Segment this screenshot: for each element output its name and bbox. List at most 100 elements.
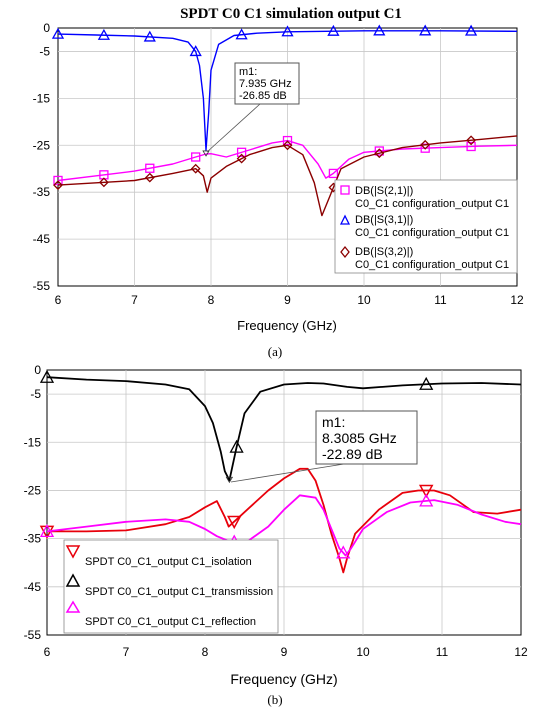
chart-b-xtick-10: 10 — [356, 645, 370, 659]
chart-b-ytick--35: -35 — [24, 532, 42, 546]
chart-a-series-2-marker-9 — [466, 135, 477, 146]
chart-b-ytick--15: -15 — [24, 435, 42, 449]
chart-a-ytick-0: 0 — [43, 21, 50, 35]
chart-a-legend-swatch-s31 — [339, 214, 351, 225]
chart-a-series-0-marker-4 — [236, 147, 247, 157]
chart-a-marker-m1: m1: 7.935 GHz -26.85 dB — [206, 62, 300, 153]
chart-b-xtick-9: 9 — [281, 645, 288, 659]
chart-b-series-2-marker-0 — [39, 524, 55, 538]
chart-a-legend-sub-s31: C0_C1 configuration_output C1 — [355, 227, 509, 239]
chart-a-marker-value: -26.85 dB — [239, 90, 287, 102]
chart-b-legend-box — [63, 539, 279, 634]
chart-a-series-1-marker-8 — [419, 24, 432, 36]
chart-b-marker-point — [225, 476, 234, 484]
chart-b-ytick--55: -55 — [24, 628, 42, 642]
chart-a-xtick-9: 9 — [284, 293, 291, 307]
chart-a-legend-sub-s32: C0_C1 configuration_output C1 — [355, 259, 509, 271]
chart-a-xtick-11: 11 — [434, 293, 447, 307]
chart-b-xtick-6: 6 — [44, 645, 51, 659]
chart-a-legend-label-s31: DB(|S(3,1)|) — [355, 214, 413, 226]
chart-a-legend-box — [334, 179, 518, 274]
chart-b-xtick-8: 8 — [202, 645, 209, 659]
chart-a-legend-label-s32: DB(|S(3,2)|) — [355, 246, 413, 258]
chart-a-series-1-marker-6 — [327, 24, 340, 36]
chart-a-series-2-marker-5 — [282, 140, 293, 151]
chart-a-series-0-marker-3 — [191, 152, 201, 162]
chart-a-ytick--55: -55 — [33, 279, 51, 293]
chart-b-ticks: 6 7 8 9 10 11 12 0 -5 -15 -25 -35 -45 -55 — [24, 363, 528, 659]
chart-a-series-1-marker-2 — [143, 30, 156, 42]
chart-b-marker-m1: m1: 8.3085 GHz -22.89 dB — [230, 410, 418, 483]
chart-a-caption: (a) — [268, 344, 282, 359]
chart-b-legend-swatch-isolation — [65, 545, 81, 559]
chart-a-series-1-marker-7 — [373, 24, 386, 36]
chart-a-legend-item-s31: DB(|S(3,1)|) C0_C1 configuration_output … — [339, 214, 509, 239]
chart-a-ytick--35: -35 — [33, 185, 51, 199]
chart-a-ytick--25: -25 — [33, 138, 51, 152]
chart-a-legend-sub-s21: C0_C1 configuration_output C1 — [355, 198, 509, 210]
chart-b-marker-name: m1: — [322, 414, 345, 430]
chart-a-xtick-8: 8 — [208, 293, 215, 307]
chart-a-legend-item-s32: DB(|S(3,2)|) C0_C1 configuration_output … — [340, 245, 509, 271]
chart-a-ytick--15: -15 — [33, 91, 51, 105]
chart-a-series-1-marker-9 — [464, 24, 478, 36]
chart-a-series-1-marker-5 — [281, 25, 294, 37]
chart-a-series-0-marker-7 — [374, 146, 384, 156]
chart-b-legend-label-reflection: SPDT C0_C1_output C1_reflection — [85, 616, 256, 628]
chart-a-marker-freq: 7.935 GHz — [239, 78, 292, 90]
chart-b-series-2-marker-2 — [336, 545, 351, 559]
chart-a-marker-point — [202, 150, 210, 157]
chart-a-series-0-marker-5 — [282, 135, 293, 146]
chart-b-series-1-marker-2 — [419, 376, 434, 390]
chart-a-xtick-6: 6 — [55, 293, 62, 307]
chart-a-series-0-marker-2 — [145, 163, 155, 173]
chart-a-series-0-marker-6 — [328, 168, 339, 179]
chart-b-series-0-marker-1 — [226, 515, 242, 530]
chart-b-marker-freq: 8.3085 GHz — [322, 430, 397, 446]
chart-b-xtick-11: 11 — [436, 645, 449, 659]
chart-b-marker-value: -22.89 dB — [322, 446, 383, 462]
chart-a-legend-swatch-s32 — [340, 245, 350, 259]
chart-a-marker-name: m1: — [239, 66, 257, 78]
chart-b-series-0-marker-2 — [418, 484, 434, 499]
chart-a-xtick-10: 10 — [357, 293, 371, 307]
chart-b-legend-label-isolation: SPDT C0_C1_output C1_isolation — [85, 556, 252, 568]
chart-b-ytick--25: -25 — [24, 483, 42, 497]
chart-a-marker-box — [234, 62, 300, 105]
chart-a-xtick-12: 12 — [510, 293, 524, 307]
chart-b-legend: SPDT C0_C1_output C1_isolation SPDT C0_C… — [63, 539, 279, 634]
chart-a-series-0-marker-9 — [466, 141, 476, 152]
chart-a-legend: DB(|S(2,1)|) C0_C1 configuration_output … — [334, 179, 518, 274]
chart-b-legend-item-transmission: SPDT C0_C1_output C1_transmission — [65, 573, 273, 598]
chart-b-series-line-0 — [47, 467, 522, 574]
chart-b-marker-box — [315, 410, 418, 465]
chart-a-series-1-marker-1 — [97, 28, 111, 40]
chart-a-series-2-marker-8 — [420, 139, 431, 150]
chart-a-legend-item-s21: DB(|S(2,1)|) C0_C1 configuration_output … — [340, 185, 509, 210]
chart-a-series-2-marker-1 — [98, 177, 109, 188]
chart-b-legend-swatch-transmission — [65, 573, 81, 587]
chart-a-title: SPDT C0 C1 simulation output C1 — [180, 6, 402, 22]
chart-a-xtick-7: 7 — [131, 293, 138, 307]
chart-a-series-2-marker-0 — [53, 180, 63, 191]
chart-b-ytick--45: -45 — [24, 580, 42, 594]
chart-a-series-line-1 — [57, 30, 518, 151]
chart-b-series-line-1 — [46, 376, 522, 482]
chart-a-series-1-marker-4 — [235, 28, 248, 40]
chart-a-series-2-marker-4 — [236, 153, 247, 164]
chart-b-ytick--5: -5 — [30, 387, 41, 401]
chart-b-ytick-0: 0 — [34, 363, 41, 377]
chart-b-xtick-7: 7 — [123, 645, 130, 659]
chart-b-marker-leader — [230, 463, 345, 483]
chart-a-ticks: 6 7 8 9 10 11 12 0 -5 -15 -25 -35 -45 -55 — [33, 21, 524, 307]
chart-b-series-1-marker-0 — [39, 369, 55, 383]
chart-b-series-2-marker-3 — [419, 493, 434, 507]
chart-b-legend-swatch-reflection — [65, 600, 81, 613]
chart-a-series-2-marker-3 — [190, 163, 201, 174]
chart-a-series-2-marker-7 — [374, 148, 385, 159]
chart-b-series-line-2 — [46, 494, 522, 557]
chart-a-series-1-marker-0 — [51, 27, 65, 39]
chart-a-legend-swatch-s21 — [340, 185, 350, 195]
chart-a-series-1-marker-3 — [189, 45, 202, 57]
